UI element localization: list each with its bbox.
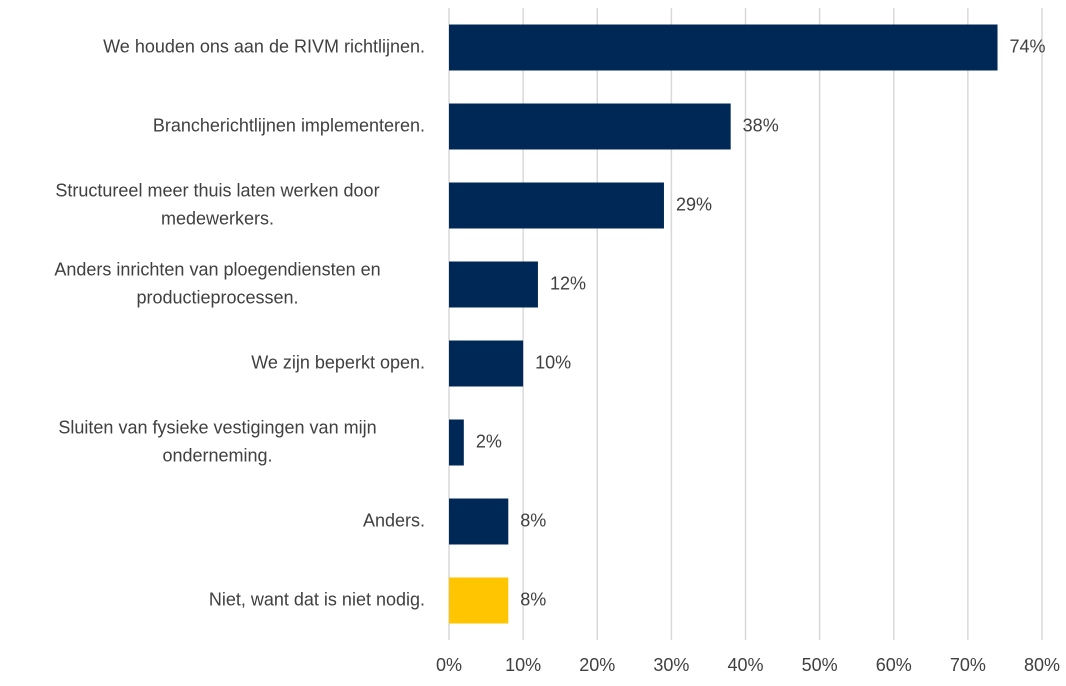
x-tick-label: 70% [950,655,986,675]
x-tick-label: 50% [802,655,838,675]
x-tick-label: 10% [505,655,541,675]
data-label: 74% [1010,36,1046,56]
bar [449,24,998,71]
bar [449,419,464,466]
x-tick-label: 40% [727,655,763,675]
y-tick-label: Structureel meer thuis laten werken door… [55,180,379,228]
y-tick-label: Anders inrichten van ploegendiensten en p… [54,259,380,307]
x-tick-label: 0% [436,655,462,675]
y-tick-label: Sluiten van fysieke vestigingen van mijn… [58,417,376,465]
y-tick-label: Anders. [363,510,425,530]
data-label: 38% [743,115,779,135]
data-label: 29% [676,194,712,214]
bar [449,340,524,387]
bar [449,577,509,624]
x-tick-label: 80% [1024,655,1060,675]
bar [449,261,538,308]
data-label: 8% [520,510,546,530]
data-label: 10% [535,352,571,372]
x-tick-label: 30% [653,655,689,675]
bar [449,498,509,545]
bar [449,103,731,150]
y-tick-label: We houden ons aan de RIVM richtlijnen. [103,36,425,56]
data-label: 8% [520,589,546,609]
y-tick-label: Brancherichtlijnen implementeren. [153,115,425,135]
x-tick-label: 20% [579,655,615,675]
x-tick-label: 60% [876,655,912,675]
data-label: 12% [550,273,586,293]
y-tick-label: Niet, want dat is niet nodig. [209,589,425,609]
bar [449,182,664,229]
data-label: 2% [476,431,502,451]
y-tick-label: We zijn beperkt open. [251,352,425,372]
